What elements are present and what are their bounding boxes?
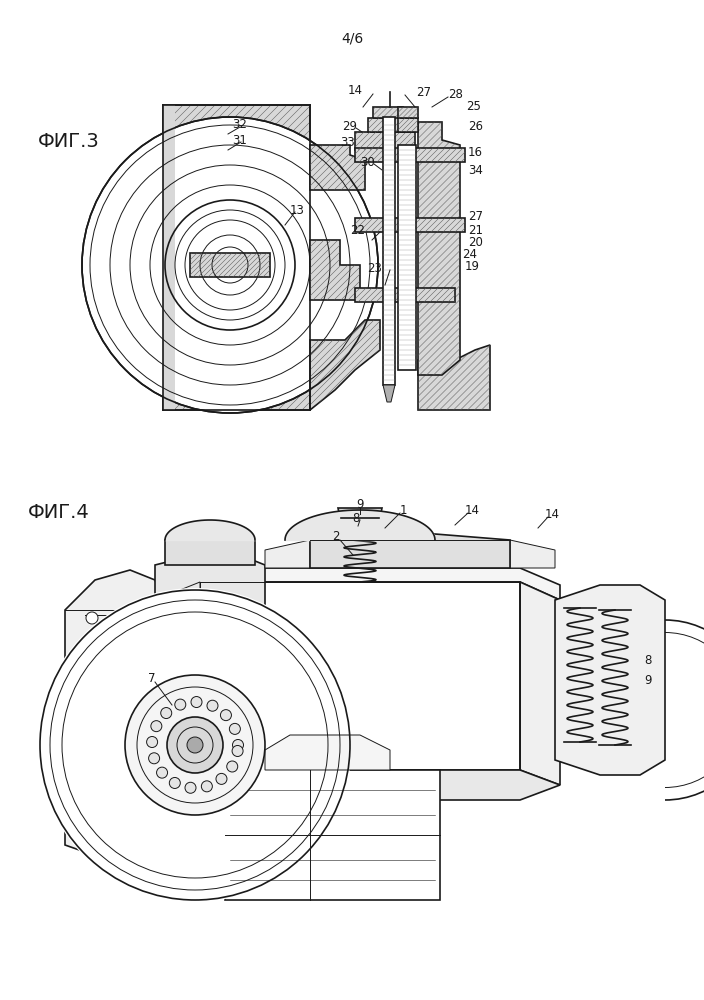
Circle shape xyxy=(175,699,186,710)
Polygon shape xyxy=(383,385,395,402)
Circle shape xyxy=(149,753,160,764)
Circle shape xyxy=(86,789,98,801)
Circle shape xyxy=(167,717,223,773)
Polygon shape xyxy=(265,735,390,770)
Circle shape xyxy=(230,723,240,734)
Text: 21: 21 xyxy=(468,224,483,236)
Circle shape xyxy=(201,781,213,792)
Text: ФИГ.4: ФИГ.4 xyxy=(28,503,89,522)
Text: 25: 25 xyxy=(466,101,481,113)
Polygon shape xyxy=(190,253,270,277)
Polygon shape xyxy=(418,345,490,410)
Polygon shape xyxy=(555,585,665,775)
Text: 22: 22 xyxy=(350,224,365,236)
Polygon shape xyxy=(163,105,310,410)
Text: 13: 13 xyxy=(289,204,304,217)
Polygon shape xyxy=(398,107,418,118)
Text: 8: 8 xyxy=(352,512,360,524)
Polygon shape xyxy=(225,770,440,900)
Polygon shape xyxy=(160,582,200,785)
Polygon shape xyxy=(368,118,408,132)
Circle shape xyxy=(161,708,172,719)
Circle shape xyxy=(216,773,227,784)
Polygon shape xyxy=(310,145,365,190)
Polygon shape xyxy=(355,132,415,150)
Polygon shape xyxy=(418,122,460,375)
Text: 20: 20 xyxy=(468,235,483,248)
Polygon shape xyxy=(65,570,165,852)
Circle shape xyxy=(220,710,232,721)
Bar xyxy=(398,145,416,370)
Text: 32: 32 xyxy=(232,117,247,130)
Text: 29: 29 xyxy=(342,120,357,133)
Polygon shape xyxy=(310,532,510,568)
Polygon shape xyxy=(520,582,560,785)
Circle shape xyxy=(86,612,98,624)
Text: 27: 27 xyxy=(416,86,431,99)
Polygon shape xyxy=(510,540,555,568)
Polygon shape xyxy=(165,540,255,565)
Circle shape xyxy=(151,721,162,732)
Text: 7: 7 xyxy=(149,672,156,684)
Circle shape xyxy=(187,737,203,753)
Text: 26: 26 xyxy=(468,120,483,133)
Polygon shape xyxy=(160,568,560,600)
Circle shape xyxy=(125,675,265,815)
Circle shape xyxy=(146,737,158,748)
Polygon shape xyxy=(398,118,418,132)
Text: 19: 19 xyxy=(465,260,480,273)
Circle shape xyxy=(38,588,352,902)
Polygon shape xyxy=(373,107,403,118)
Text: 33: 33 xyxy=(340,136,355,149)
Circle shape xyxy=(232,745,243,756)
Circle shape xyxy=(227,761,238,772)
Polygon shape xyxy=(338,508,382,518)
Text: 9: 9 xyxy=(356,497,364,510)
Text: 14: 14 xyxy=(348,85,363,98)
Text: 34: 34 xyxy=(468,163,483,176)
Circle shape xyxy=(82,117,378,413)
Text: 9: 9 xyxy=(644,674,652,686)
Polygon shape xyxy=(355,218,465,232)
Text: 14: 14 xyxy=(544,508,560,520)
Circle shape xyxy=(207,700,218,711)
Circle shape xyxy=(185,782,196,793)
Circle shape xyxy=(156,767,168,778)
Text: 16: 16 xyxy=(468,145,483,158)
Text: 1: 1 xyxy=(399,504,407,516)
Polygon shape xyxy=(265,540,310,568)
Polygon shape xyxy=(310,320,380,410)
Polygon shape xyxy=(163,105,175,410)
Polygon shape xyxy=(160,770,560,800)
Circle shape xyxy=(232,740,244,750)
Text: 27: 27 xyxy=(468,211,483,224)
Text: 28: 28 xyxy=(448,89,463,102)
Text: 31: 31 xyxy=(232,133,247,146)
Polygon shape xyxy=(355,288,455,302)
Text: 30: 30 xyxy=(360,155,375,168)
Polygon shape xyxy=(355,148,465,162)
Circle shape xyxy=(86,704,98,716)
Text: 14: 14 xyxy=(465,504,479,516)
Circle shape xyxy=(86,749,98,761)
Polygon shape xyxy=(155,555,265,605)
Circle shape xyxy=(191,697,202,708)
Circle shape xyxy=(86,819,98,831)
Text: ФИГ.3: ФИГ.3 xyxy=(38,132,100,151)
Bar xyxy=(383,117,395,385)
Polygon shape xyxy=(200,582,520,770)
Text: 23: 23 xyxy=(367,261,382,274)
Text: 4/6: 4/6 xyxy=(341,32,363,46)
Circle shape xyxy=(86,654,98,666)
Polygon shape xyxy=(155,582,200,770)
Circle shape xyxy=(170,777,180,788)
Text: 8: 8 xyxy=(644,654,652,666)
Text: 2: 2 xyxy=(332,530,340,544)
Text: 24: 24 xyxy=(462,248,477,261)
Polygon shape xyxy=(310,240,360,300)
